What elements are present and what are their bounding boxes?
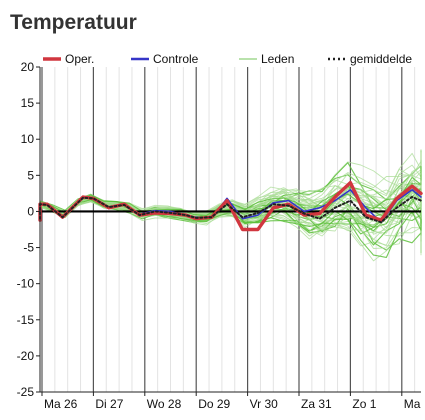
legend-label: Leden xyxy=(261,52,294,66)
member-line xyxy=(39,166,422,218)
x-tick-label: Vr 30 xyxy=(250,397,279,411)
y-tick-label: -20 xyxy=(17,349,35,363)
axis-layer: 20 15 10 5 0 -5 -10 -15 -20 -25 Ma 26 Di 27 Wo 28 Do … xyxy=(17,60,421,411)
y-tick-label: -5 xyxy=(23,241,34,255)
frame-layer xyxy=(39,67,421,393)
page-title: Temperatuur xyxy=(10,11,137,34)
y-tick-label: 5 xyxy=(27,168,34,182)
member-line xyxy=(39,188,422,258)
x-tick-label: Do 29 xyxy=(198,397,230,411)
legend-label: gemiddelde xyxy=(350,52,412,66)
legend-item: Oper. xyxy=(43,52,94,66)
y-tick-label: 15 xyxy=(21,96,35,110)
legend: Oper. Controle Leden gemiddelde xyxy=(43,52,412,66)
x-tick-label: Ma xyxy=(404,397,421,411)
grid-layer xyxy=(41,67,416,392)
legend-label: Controle xyxy=(153,52,199,66)
x-tick-label: Wo 28 xyxy=(147,397,182,411)
y-tick-label: -10 xyxy=(17,277,35,291)
legend-label: Oper. xyxy=(65,52,94,66)
y-tick-label: -25 xyxy=(17,385,35,399)
series-gemiddelde-line xyxy=(39,196,422,224)
y-tick-label: 20 xyxy=(21,60,35,74)
member-line xyxy=(39,192,422,249)
legend-item: Controle xyxy=(131,52,199,66)
legend-item: Leden xyxy=(239,52,294,66)
x-tick-label: Zo 1 xyxy=(352,397,376,411)
x-tick-label: Ma 26 xyxy=(44,397,78,411)
legend-item: gemiddelde xyxy=(328,52,412,66)
y-tick-label: 10 xyxy=(21,132,35,146)
x-tick-label: Za 31 xyxy=(301,397,332,411)
x-tick-label: Di 27 xyxy=(95,397,123,411)
y-tick-label: 0 xyxy=(27,204,34,218)
y-tick-label: -15 xyxy=(17,313,35,327)
series-layer xyxy=(38,180,423,232)
